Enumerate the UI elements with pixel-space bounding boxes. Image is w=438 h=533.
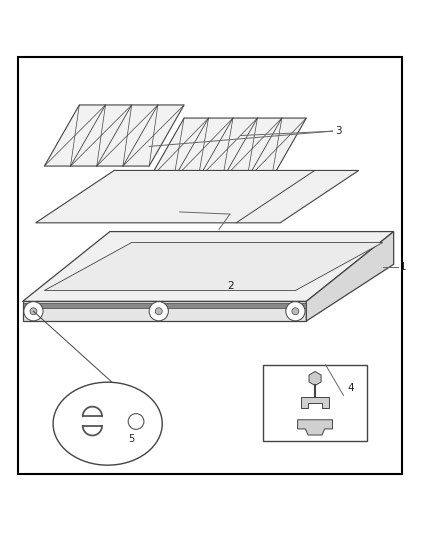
Circle shape [24, 302, 43, 321]
Text: 2: 2 [228, 281, 234, 291]
Polygon shape [309, 372, 321, 385]
Circle shape [286, 302, 305, 321]
Circle shape [149, 302, 168, 321]
Polygon shape [22, 302, 306, 321]
Polygon shape [44, 105, 184, 166]
Circle shape [30, 308, 37, 315]
Text: 1: 1 [400, 262, 407, 271]
Polygon shape [301, 397, 329, 408]
Text: 4: 4 [348, 383, 354, 393]
FancyBboxPatch shape [18, 57, 403, 474]
Bar [263, 365, 367, 441]
Polygon shape [149, 118, 306, 179]
Circle shape [155, 308, 162, 315]
Text: 3: 3 [335, 126, 341, 136]
Ellipse shape [53, 382, 162, 465]
Text: 5: 5 [128, 434, 135, 444]
Polygon shape [22, 303, 306, 308]
Polygon shape [35, 171, 359, 223]
Polygon shape [297, 420, 332, 435]
Polygon shape [44, 243, 383, 290]
Circle shape [292, 308, 299, 315]
Polygon shape [306, 231, 394, 321]
Polygon shape [22, 231, 394, 302]
Circle shape [128, 414, 144, 430]
